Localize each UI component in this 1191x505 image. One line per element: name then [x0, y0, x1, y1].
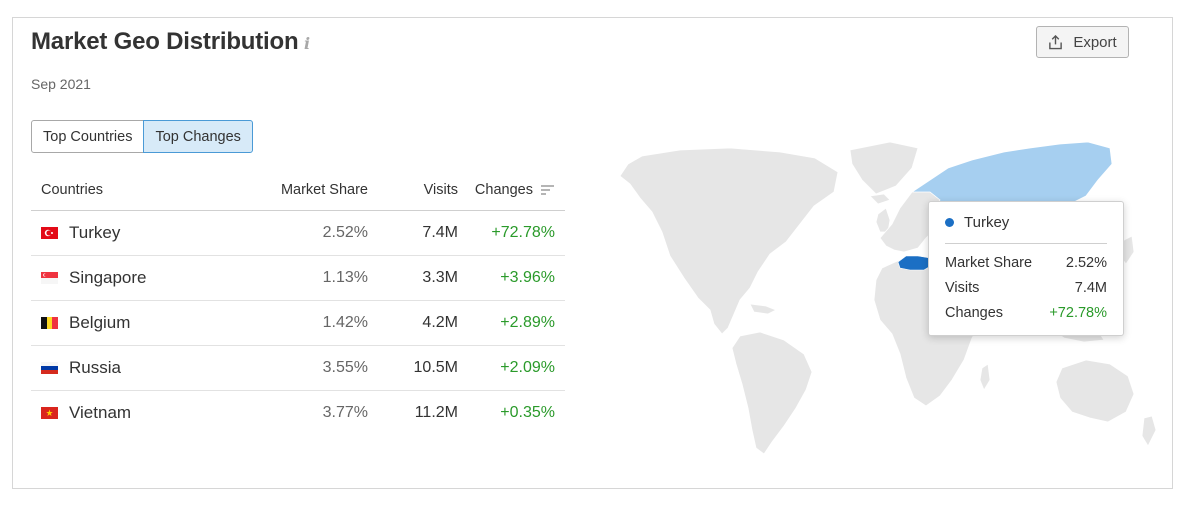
tooltip-header: Turkey: [945, 202, 1107, 244]
tooltip-visits-label: Visits: [945, 279, 980, 296]
column-header-countries[interactable]: Countries: [31, 170, 196, 211]
tooltip-changes-label: Changes: [945, 304, 1004, 321]
changes-header-label: Changes: [474, 181, 533, 198]
russia-flag-icon: [41, 361, 58, 374]
north-america-shape: [619, 147, 839, 335]
tooltip-share-label: Market Share: [945, 254, 1033, 271]
tab-group: Top Countries Top Changes: [31, 120, 253, 153]
tab-top-changes[interactable]: Top Changes: [143, 120, 253, 153]
visits-value: 4.2M: [368, 300, 458, 346]
belgium-flag-icon: [41, 316, 58, 329]
market-share-value: 3.55%: [196, 345, 368, 391]
table-row[interactable]: Turkey 2.52% 7.4M +72.78%: [31, 210, 565, 256]
country-name[interactable]: Vietnam: [69, 402, 132, 422]
caribbean-shape: [749, 303, 777, 315]
singapore-flag-icon: [41, 271, 58, 284]
south-america-shape: [731, 331, 813, 455]
export-label: Export: [1073, 33, 1117, 51]
tab-top-countries[interactable]: Top Countries: [31, 120, 145, 153]
tooltip-row-share: Market Share 2.52%: [945, 250, 1107, 275]
visits-value: 10.5M: [368, 345, 458, 391]
new-zealand-shape: [1141, 415, 1157, 447]
change-value: +72.78%: [458, 210, 565, 256]
geo-table: Countries Market Share Visits Changes: [31, 170, 565, 435]
column-header-changes[interactable]: Changes: [458, 170, 565, 211]
tooltip-share-value: 2.52%: [1065, 254, 1107, 271]
change-value: +3.96%: [458, 255, 565, 301]
visits-value: 3.3M: [368, 255, 458, 301]
tooltip-country: Turkey: [964, 214, 1010, 231]
info-icon[interactable]: i: [304, 34, 311, 53]
market-share-value: 1.13%: [196, 255, 368, 301]
country-name[interactable]: Singapore: [69, 267, 147, 287]
tooltip-visits-value: 7.4M: [1074, 279, 1107, 296]
table-row[interactable]: Singapore 1.13% 3.3M +3.96%: [31, 255, 565, 301]
table-row[interactable]: Vietnam 3.77% 11.2M +0.35%: [31, 390, 565, 435]
madagascar-shape: [979, 363, 991, 391]
market-share-value: 3.77%: [322, 403, 368, 421]
australia-shape: [1055, 359, 1135, 423]
table-header-row: Countries Market Share Visits Changes: [31, 170, 565, 211]
country-name[interactable]: Belgium: [69, 312, 131, 332]
table-row[interactable]: Belgium 1.42% 4.2M +2.89%: [31, 300, 565, 346]
tooltip-changes-value: +72.78%: [1049, 304, 1107, 321]
legend-dot-icon: [945, 218, 954, 227]
export-button[interactable]: Export: [1036, 26, 1129, 58]
visits-value: 7.4M: [368, 210, 458, 256]
market-share-value: 1.42%: [196, 300, 368, 346]
tooltip-row-changes: Changes +72.78%: [945, 300, 1107, 325]
page-title: Market Geo Distribution: [31, 28, 299, 55]
country-name[interactable]: Russia: [69, 357, 121, 377]
visits-value: 11.2M: [414, 403, 458, 421]
export-icon: [1049, 34, 1063, 49]
table-row[interactable]: Russia 3.55% 10.5M +2.09%: [31, 345, 565, 391]
date-label: Sep 2021: [31, 76, 91, 92]
sort-icon[interactable]: [541, 184, 555, 196]
vietnam-flag-icon: [41, 406, 58, 419]
tooltip-row-visits: Visits 7.4M: [945, 275, 1107, 300]
change-value: +2.89%: [458, 300, 565, 346]
iceland-shape: [869, 193, 891, 205]
change-value: +0.35%: [500, 403, 555, 421]
greenland-shape: [849, 141, 919, 195]
market-share-value: 2.52%: [196, 210, 368, 256]
change-value: +2.09%: [458, 345, 565, 391]
column-header-visits[interactable]: Visits: [368, 170, 458, 211]
map-tooltip: Turkey Market Share 2.52% Visits 7.4M Ch…: [928, 201, 1124, 336]
turkey-flag-icon: [41, 226, 58, 239]
column-header-market-share[interactable]: Market Share: [196, 170, 368, 211]
country-name[interactable]: Turkey: [69, 222, 121, 242]
